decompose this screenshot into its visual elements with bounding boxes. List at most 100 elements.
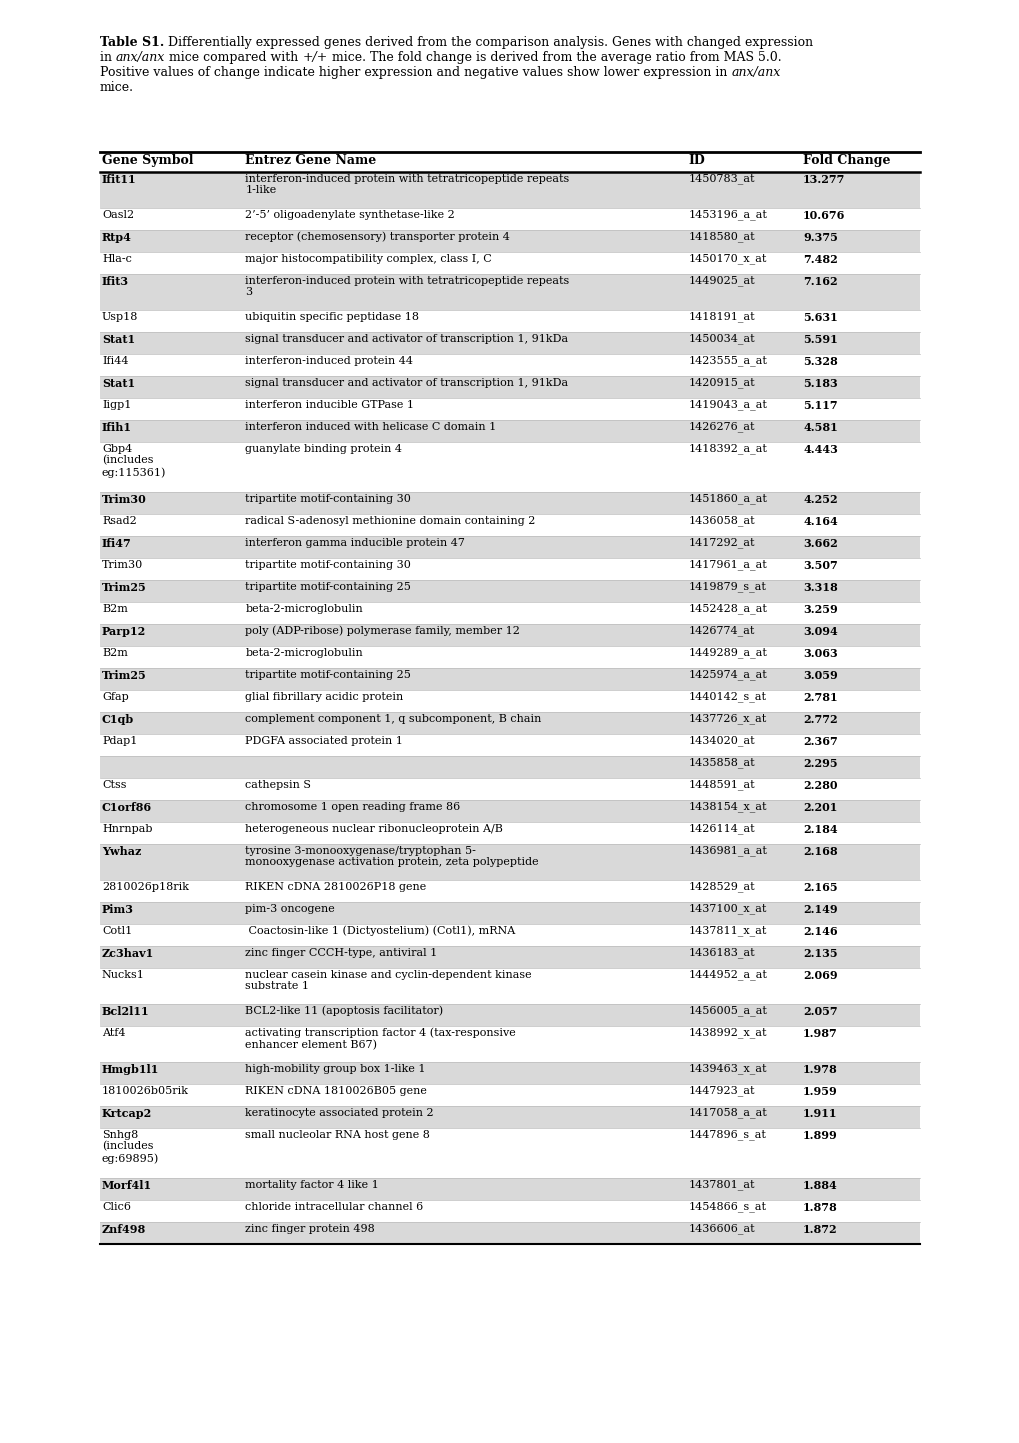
Text: 1436058_at: 1436058_at [688,515,754,527]
Text: Clic6: Clic6 [102,1202,130,1212]
Text: 1418392_a_at: 1418392_a_at [688,443,766,455]
Text: Snhg8
(includes
eg:69895): Snhg8 (includes eg:69895) [102,1130,159,1163]
Bar [100,1222,919,1244]
Text: B2m: B2m [102,648,127,658]
Text: 1448591_at: 1448591_at [688,779,754,791]
Bar [100,799,919,821]
Text: 1.884: 1.884 [802,1179,837,1190]
Text: 1.872: 1.872 [802,1224,837,1235]
Text: interferon-induced protein with tetratricopeptide repeats
3: interferon-induced protein with tetratri… [246,276,570,297]
Text: 1.978: 1.978 [802,1063,837,1075]
Text: 1.899: 1.899 [802,1130,837,1140]
Text: C1qb: C1qb [102,713,135,724]
Text: 3.259: 3.259 [802,603,837,615]
Text: 1437801_at: 1437801_at [688,1179,754,1190]
Text: Pim3: Pim3 [102,903,133,915]
Text: 1417292_at: 1417292_at [688,537,754,548]
Text: ubiquitin specific peptidase 18: ubiquitin specific peptidase 18 [246,312,419,322]
Text: glial fibrillary acidic protein: glial fibrillary acidic protein [246,691,404,701]
Text: cathepsin S: cathepsin S [246,779,311,789]
Text: 2.772: 2.772 [802,713,837,724]
Text: RIKEN cDNA 2810026P18 gene: RIKEN cDNA 2810026P18 gene [246,882,426,892]
Text: 1438154_x_at: 1438154_x_at [688,801,766,812]
Text: 5.328: 5.328 [802,355,837,367]
Bar [100,733,919,756]
Text: 5.117: 5.117 [802,400,837,410]
Bar [100,756,919,778]
Text: Ifi47: Ifi47 [102,537,131,548]
Text: Iigp1: Iigp1 [102,400,131,410]
Text: Ifih1: Ifih1 [102,421,131,433]
Text: Stat1: Stat1 [102,378,135,388]
Text: 4.443: 4.443 [802,443,838,455]
Text: 1444952_a_at: 1444952_a_at [688,970,766,980]
Text: radical S-adenosyl methionine domain containing 2: radical S-adenosyl methionine domain con… [246,515,535,525]
Text: Ctss: Ctss [102,779,126,789]
Text: BCL2-like 11 (apoptosis facilitator): BCL2-like 11 (apoptosis facilitator) [246,1006,443,1016]
Text: 1426774_at: 1426774_at [688,625,754,636]
Text: 1450783_at: 1450783_at [688,173,754,185]
Text: in: in [100,51,116,63]
Text: keratinocyte associated protein 2: keratinocyte associated protein 2 [246,1108,434,1117]
Bar [100,251,919,274]
Bar [100,602,919,623]
Text: B2m: B2m [102,603,127,613]
Text: interferon gamma inducible protein 47: interferon gamma inducible protein 47 [246,537,465,547]
Text: Morf4l1: Morf4l1 [102,1179,152,1190]
Text: Trim25: Trim25 [102,670,147,681]
Bar [100,580,919,602]
Text: 2.201: 2.201 [802,801,837,812]
Text: 1417058_a_at: 1417058_a_at [688,1108,766,1118]
Text: anx/anx: anx/anx [731,66,780,79]
Text: 2.149: 2.149 [802,903,837,915]
Bar [100,1026,919,1062]
Text: 1425974_a_at: 1425974_a_at [688,670,766,680]
Text: 1426114_at: 1426114_at [688,824,754,834]
Text: Gene Symbol: Gene Symbol [102,153,194,166]
Text: 1439463_x_at: 1439463_x_at [688,1063,766,1074]
Bar [100,668,919,690]
Text: Positive values of change indicate higher expression and negative values show lo: Positive values of change indicate highe… [100,66,731,79]
Text: complement component 1, q subcomponent, B chain: complement component 1, q subcomponent, … [246,713,541,723]
Text: nuclear casein kinase and cyclin-dependent kinase
substrate 1: nuclear casein kinase and cyclin-depende… [246,970,532,991]
Bar [100,623,919,645]
Text: signal transducer and activator of transcription 1, 91kDa: signal transducer and activator of trans… [246,333,568,343]
Text: Hmgb1l1: Hmgb1l1 [102,1063,159,1075]
Text: 10.676: 10.676 [802,209,845,221]
Bar [100,397,919,420]
Text: ID: ID [688,153,704,166]
Text: Trim30: Trim30 [102,494,147,505]
Text: 2.069: 2.069 [802,970,837,980]
Bar [100,557,919,580]
Text: 3.094: 3.094 [802,625,837,636]
Text: 2810026p18rik: 2810026p18rik [102,882,189,892]
Text: 1.911: 1.911 [802,1108,837,1118]
Text: 1447923_at: 1447923_at [688,1085,754,1097]
Text: 3.507: 3.507 [802,560,837,570]
Text: poly (ADP-ribose) polymerase family, member 12: poly (ADP-ribose) polymerase family, mem… [246,625,520,636]
Text: Parp12: Parp12 [102,625,146,636]
Text: 2.057: 2.057 [802,1006,837,1016]
Text: signal transducer and activator of transcription 1, 91kDa: signal transducer and activator of trans… [246,378,568,388]
Bar [100,902,919,924]
Bar [100,1127,919,1177]
Text: zinc finger CCCH-type, antiviral 1: zinc finger CCCH-type, antiviral 1 [246,948,437,958]
Text: 1454866_s_at: 1454866_s_at [688,1202,765,1212]
Bar [100,1084,919,1105]
Text: guanylate binding protein 4: guanylate binding protein 4 [246,443,403,453]
Text: mice compared with: mice compared with [165,51,303,63]
Text: 3.059: 3.059 [802,670,837,681]
Text: 1.959: 1.959 [802,1085,837,1097]
Text: chloride intracellular channel 6: chloride intracellular channel 6 [246,1202,423,1212]
Bar [100,309,919,332]
Text: 1810026b05rik: 1810026b05rik [102,1085,189,1095]
Text: 2’-5’ oligoadenylate synthetase-like 2: 2’-5’ oligoadenylate synthetase-like 2 [246,209,454,219]
Text: 1437811_x_at: 1437811_x_at [688,925,766,937]
Text: Gbp4
(includes
eg:115361): Gbp4 (includes eg:115361) [102,443,166,478]
Bar [100,1177,919,1199]
Text: Usp18: Usp18 [102,312,139,322]
Text: small nucleolar RNA host gene 8: small nucleolar RNA host gene 8 [246,1130,430,1140]
Text: 3.318: 3.318 [802,582,837,593]
Text: 1437726_x_at: 1437726_x_at [688,713,766,724]
Text: 1437100_x_at: 1437100_x_at [688,903,766,915]
